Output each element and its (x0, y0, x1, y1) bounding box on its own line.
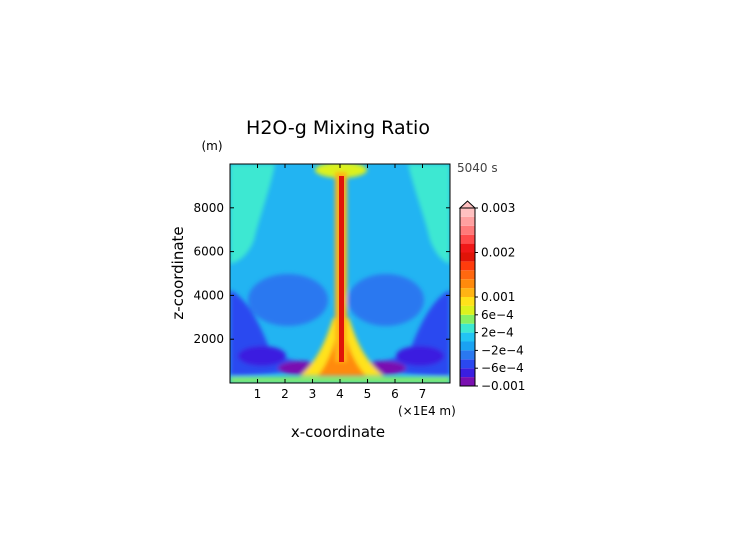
colorbar (458, 200, 477, 387)
colorbar-segment (460, 368, 475, 378)
colorbar-label: 6e−4 (481, 308, 514, 322)
colorbar-label: 0.001 (481, 290, 515, 304)
colorbar-segment (460, 297, 475, 306)
colorbar-segment (460, 359, 475, 369)
colorbar-segment (460, 314, 475, 324)
colorbar-segment (460, 332, 475, 342)
colorbar-segment (460, 350, 475, 360)
field-region-right-lobe (348, 274, 424, 326)
y-tick-label: 8000 (193, 201, 224, 215)
x-tick-label: 4 (336, 387, 344, 401)
colorbar-segment (460, 270, 475, 280)
colorbar-label: 2e−4 (481, 326, 514, 340)
colorbar-label: 0.002 (481, 246, 515, 260)
colorbar-labels: −0.001 −6e−4 −2e−4 2e−4 6e−4 0.001 0.002 0.003 (475, 201, 525, 393)
colorbar-segment (460, 323, 475, 333)
colorbar-segment (460, 216, 475, 226)
field-region-column-core (339, 176, 344, 362)
x-unit-label: (×1E4 m) (398, 404, 456, 418)
colorbar-segment (460, 225, 475, 235)
colorbar-segment (460, 377, 475, 386)
colorbar-label: −0.001 (481, 379, 525, 393)
field-region-left-lobe (248, 274, 328, 326)
colorbar-segment (460, 261, 475, 271)
y-tick-label: 2000 (193, 332, 224, 346)
colorbar-label: −2e−4 (481, 343, 524, 357)
x-tick-label: 3 (309, 387, 317, 401)
colorbar-label: 0.003 (481, 201, 515, 215)
field-region-upper-left (230, 164, 275, 264)
y-tick-label: 6000 (193, 245, 224, 259)
y-unit-label: (m) (201, 139, 222, 153)
colorbar-segment (460, 208, 475, 217)
x-tick-label: 5 (364, 387, 372, 401)
x-axis-label: x-coordinate (291, 423, 385, 441)
y-axis-ticks: 2000 4000 6000 8000 (193, 201, 450, 346)
x-tick-label: 6 (391, 387, 399, 401)
colorbar-segment (460, 341, 475, 351)
y-tick-label: 4000 (193, 288, 224, 302)
colorbar-extend-arrow (458, 200, 477, 209)
colorbar-segment (460, 288, 475, 297)
x-tick-label: 7 (419, 387, 427, 401)
colorbar-segment (460, 279, 475, 289)
field-region-lower-right-core (396, 346, 444, 366)
colorbar-segment (460, 243, 475, 253)
colorbar-segment (460, 305, 475, 315)
field-region-cap (315, 164, 367, 178)
field-region-lower-left-core (238, 346, 286, 366)
y-axis-label: z-coordinate (169, 226, 187, 319)
time-label: 5040 s (457, 161, 498, 175)
x-axis-ticks: 1 2 3 4 5 6 7 (254, 164, 427, 401)
colorbar-label: −6e−4 (481, 361, 524, 375)
x-tick-label: 2 (281, 387, 289, 401)
heatmap-field (230, 164, 450, 383)
chart-title: H2O-g Mixing Ratio (246, 117, 430, 139)
colorbar-segment (460, 252, 475, 262)
field-region-upper-right (408, 164, 450, 264)
colorbar-segment (460, 234, 475, 244)
x-tick-label: 1 (254, 387, 262, 401)
